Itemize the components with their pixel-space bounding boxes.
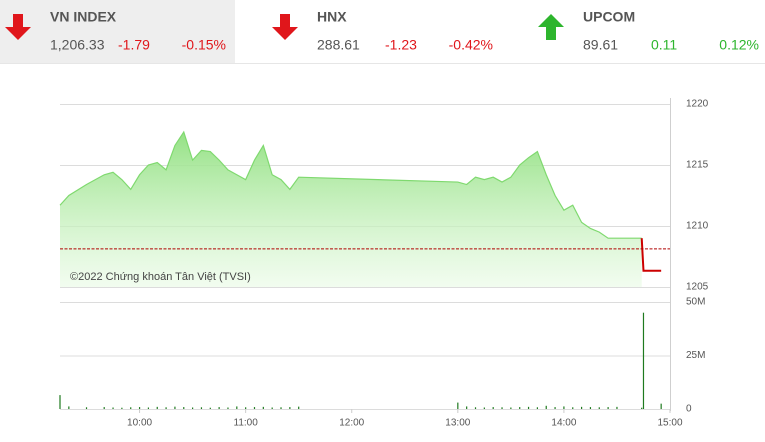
- volume-bar: [554, 407, 556, 409]
- volume-bar: [59, 395, 61, 409]
- x-tick-label: 11:00: [234, 418, 259, 429]
- volume-bar: [589, 407, 592, 409]
- direction-arrow: [5, 14, 31, 40]
- volume-bar: [121, 407, 123, 409]
- volume-bar: [218, 407, 220, 409]
- y-tick-label: 50M: [686, 297, 705, 308]
- volume-bar: [245, 407, 247, 409]
- volume-bar: [280, 407, 282, 409]
- x-tick-label: 12:00: [339, 418, 364, 429]
- volume-bar: [483, 407, 485, 409]
- index-change: -1.23: [385, 37, 417, 53]
- volume-bar: [510, 407, 512, 409]
- x-tick-label: 13:00: [445, 418, 470, 429]
- volume-bar: [607, 407, 609, 409]
- volume-bar: [236, 406, 238, 409]
- volume-bar: [156, 406, 158, 409]
- y-tick-label: 25M: [686, 350, 705, 361]
- volume-bar: [642, 312, 645, 409]
- volume-bar: [112, 407, 114, 409]
- volume-bar: [68, 406, 70, 409]
- price-line: [640, 238, 662, 272]
- price-line: [59, 130, 642, 239]
- volume-bar: [165, 407, 167, 409]
- volume-bar: [271, 407, 273, 409]
- direction-arrow: [538, 14, 564, 40]
- volume-bar: [227, 407, 229, 409]
- x-tick-label: 15:00: [657, 418, 682, 429]
- active-tile: [0, 0, 235, 63]
- volume-bar: [200, 407, 203, 409]
- volume-bar: [289, 407, 291, 409]
- volume-bar: [466, 406, 468, 409]
- index-value: 1,206.33: [50, 37, 105, 53]
- volume-bar: [527, 406, 530, 409]
- volume-bar: [660, 403, 662, 409]
- y-tick-label: 1215: [686, 160, 709, 171]
- volume-bar: [572, 407, 574, 409]
- volume-bar: [298, 406, 300, 409]
- volume-bar: [253, 407, 256, 409]
- index-name: UPCOM: [583, 9, 635, 25]
- index-change: 0.11: [651, 37, 677, 53]
- index-name: HNX: [317, 9, 347, 25]
- index-percent: 0.12%: [719, 37, 759, 53]
- area-fill: [60, 132, 642, 287]
- volume-bar: [457, 402, 459, 409]
- index-value: 89.61: [583, 37, 618, 53]
- y-tick-label: 1220: [686, 99, 709, 110]
- volume-bar: [563, 406, 565, 409]
- volume-bar: [192, 407, 194, 409]
- volume-bar: [262, 406, 264, 409]
- volume-bar: [138, 407, 141, 409]
- volume-bar: [536, 407, 538, 409]
- volume-bar: [85, 407, 88, 409]
- volume-bar: [501, 407, 503, 409]
- y-tick-label: 0: [686, 404, 692, 415]
- volume-bar: [641, 407, 643, 409]
- volume-bar: [183, 407, 185, 409]
- y-tick-label: 1210: [686, 221, 709, 232]
- copyright: ©2022 Chứng khoán Tân Việt (TVSI): [70, 271, 251, 283]
- volume-bar: [598, 407, 600, 409]
- volume-bar: [209, 407, 211, 409]
- volume-bar: [519, 407, 521, 409]
- index-value: 288.61: [317, 37, 360, 53]
- volume-bar: [130, 407, 132, 409]
- index-percent: -0.15%: [182, 37, 226, 53]
- volume-bar: [147, 407, 150, 409]
- x-tick-label: 10:00: [127, 418, 152, 429]
- index-name: VN INDEX: [50, 9, 117, 25]
- y-tick-label: 1205: [686, 282, 709, 293]
- volume-bar: [103, 407, 105, 409]
- index-percent: -0.42%: [449, 37, 493, 53]
- volume-bar: [616, 406, 618, 409]
- index-change: -1.79: [118, 37, 150, 53]
- volume-bar: [545, 405, 547, 409]
- x-tick-label: 14:00: [551, 418, 576, 429]
- volume-bar: [474, 407, 477, 409]
- volume-bar: [492, 407, 494, 409]
- volume-bar: [580, 406, 583, 409]
- direction-arrow: [272, 14, 298, 40]
- volume-bar: [174, 406, 176, 409]
